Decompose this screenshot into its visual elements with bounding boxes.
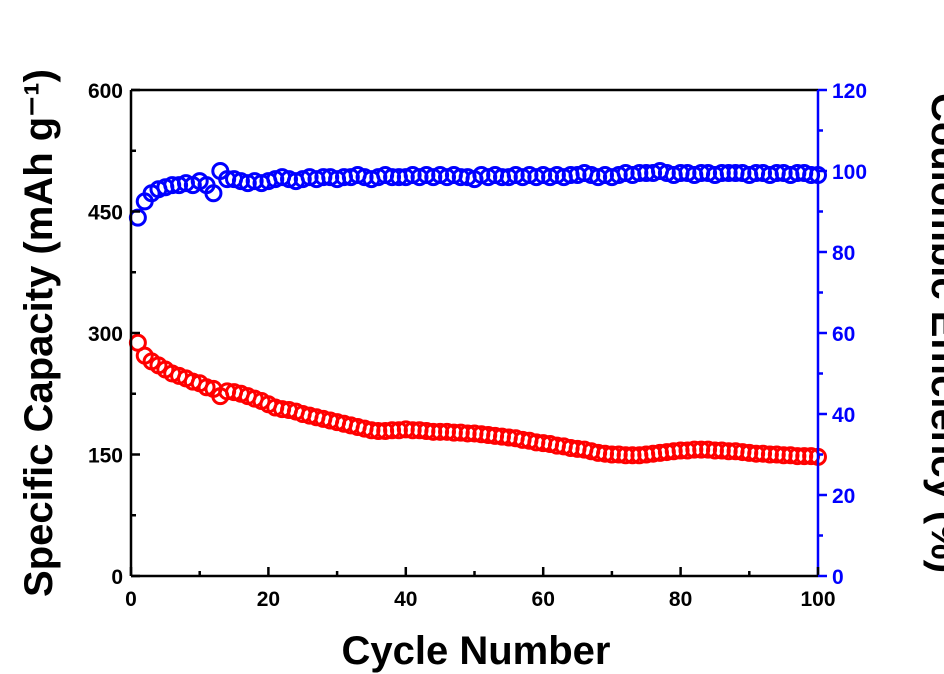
x-tick-label: 100 xyxy=(800,588,835,611)
y-tick-label-right: 20 xyxy=(832,485,855,508)
y-tick-label-right: 100 xyxy=(832,161,867,184)
y-tick-label-right: 0 xyxy=(832,566,844,589)
x-axis-title: Cycle Number xyxy=(342,629,611,673)
y-tick-label-left: 150 xyxy=(88,445,123,468)
y-tick-label-right: 120 xyxy=(832,80,867,103)
efficiency-series xyxy=(128,162,827,227)
capacity-series xyxy=(128,333,827,466)
y-tick-label-right: 60 xyxy=(832,323,855,346)
y-tick-label-left: 600 xyxy=(88,80,123,103)
x-tick-label: 0 xyxy=(125,588,137,611)
y-tick-label-left: 450 xyxy=(88,202,123,225)
y-tick-label-right: 80 xyxy=(832,242,855,265)
x-tick-label: 40 xyxy=(394,588,417,611)
capacity-point xyxy=(197,378,216,397)
efficiency-point xyxy=(204,184,223,203)
y-tick-label-left: 0 xyxy=(111,566,123,589)
y-axis-title-right: Coulombic Efficiency (%) xyxy=(923,93,944,573)
x-tick-label: 80 xyxy=(669,588,692,611)
x-tick-label: 20 xyxy=(257,588,280,611)
axes xyxy=(129,88,827,578)
y-tick-label-right: 40 xyxy=(832,404,855,427)
y-axis-title-left: Specific Capacity (mAh g⁻¹) xyxy=(17,69,61,597)
x-tick-label: 60 xyxy=(532,588,555,611)
y-tick-label-left: 300 xyxy=(88,323,123,346)
